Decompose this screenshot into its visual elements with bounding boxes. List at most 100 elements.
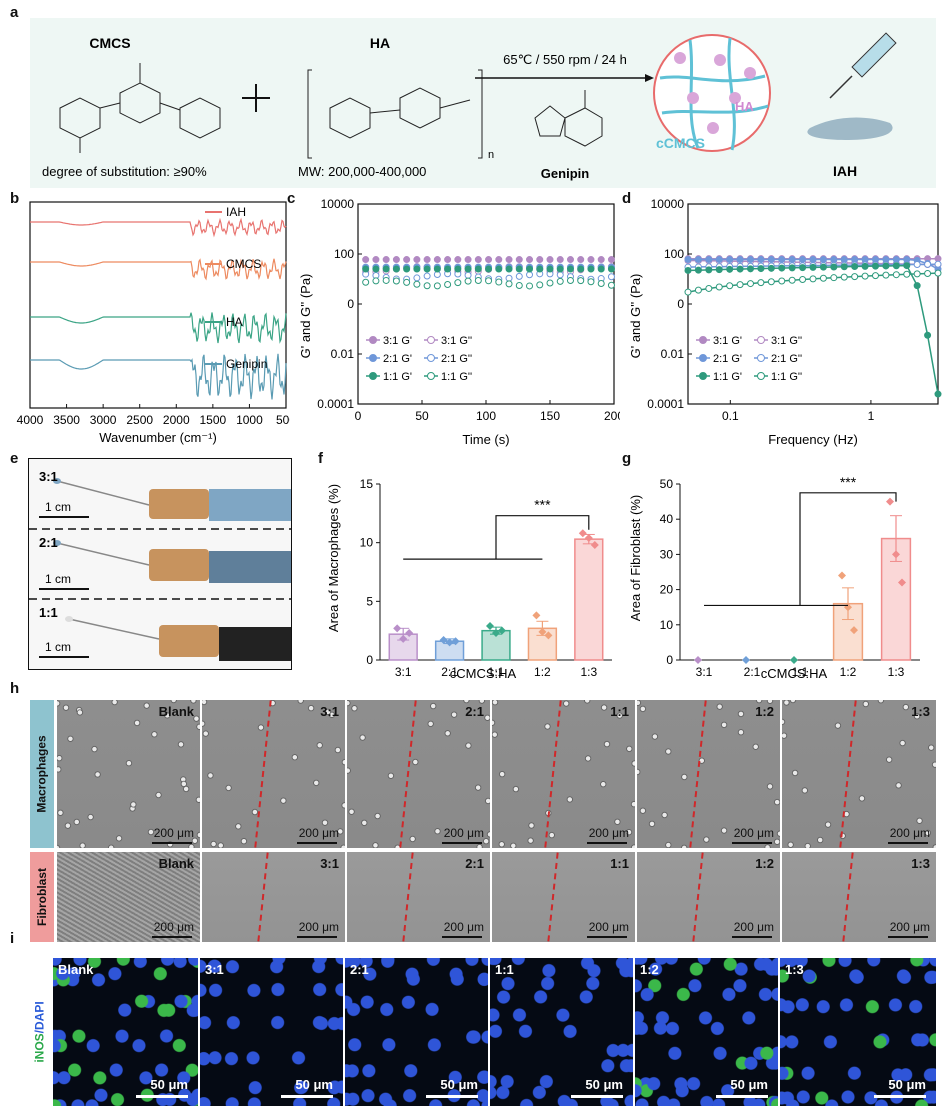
c-point — [536, 265, 544, 273]
h-scale-bar — [732, 936, 772, 938]
c-point — [403, 265, 411, 273]
c-point — [403, 256, 411, 264]
n-subscript: n — [488, 149, 494, 161]
legend-label: 3:1 G'' — [441, 335, 472, 347]
c-point — [464, 256, 472, 264]
panel-label-i: i — [10, 930, 15, 947]
legend-label: 1:1 G'' — [771, 371, 802, 383]
c-point — [566, 265, 574, 273]
mw-text: MW: 200,000-400,000 — [298, 164, 426, 179]
d-point — [830, 274, 838, 282]
ftir-legend-label: IAH — [226, 205, 246, 219]
data-point — [405, 629, 414, 638]
d-point — [778, 256, 786, 264]
ftir-chart: IAH CMCS HA Genipin 4000 3500 3000 2500 2000 150… — [17, 201, 290, 445]
i-scale-text: 50 μm — [295, 1077, 333, 1092]
h-scale-bar — [442, 936, 482, 938]
c-point — [566, 256, 574, 264]
d-point — [767, 264, 775, 272]
plus-icon — [242, 84, 270, 112]
ftir-legend-label: HA — [226, 315, 243, 329]
c-point — [372, 277, 380, 285]
c-point — [515, 272, 523, 280]
category-label: 1:2 — [534, 665, 551, 679]
c-x-tick-label: 200 — [604, 409, 620, 423]
c-point — [515, 265, 523, 273]
c-point — [485, 265, 493, 273]
d-point — [767, 278, 775, 286]
c-point — [382, 276, 390, 284]
d-point — [830, 263, 838, 271]
e-label-1: 3:1 — [39, 469, 58, 484]
fluorescence-image-2: 3:1 50 μm — [200, 958, 343, 1106]
c-point — [464, 271, 472, 279]
h-scale-text: 200 μm — [889, 920, 930, 934]
data-point — [892, 550, 900, 559]
panel-label-a: a — [10, 4, 19, 21]
d-point — [840, 256, 848, 264]
c-ticks: 0 50 100 150 200 0.0001 0.01 0 100 10000 — [317, 197, 620, 423]
syringe-icon — [807, 32, 897, 140]
y-tick-label: 10000 — [321, 197, 355, 211]
y-tick-label: 10000 — [651, 197, 685, 211]
h-scale-text: 200 μm — [443, 826, 484, 840]
data-point — [584, 533, 593, 542]
data-point — [445, 638, 454, 647]
legend-marker — [427, 354, 435, 362]
data-point — [393, 624, 402, 633]
d-x-tick-label: 1 — [868, 409, 875, 423]
scratch-boundary-line — [398, 700, 418, 848]
scheme-panel: CMCS degree of substitution: ≥90% HA n M… — [30, 18, 936, 188]
c-x-tick-label: 100 — [476, 409, 496, 423]
c-point — [587, 265, 595, 273]
c-point — [433, 256, 441, 264]
fluorescence-image-1: Blank 50 μm — [53, 958, 198, 1106]
d-point — [757, 279, 765, 287]
c-point — [577, 256, 585, 264]
ha-in-network-label: HA — [735, 99, 754, 114]
d-point — [809, 275, 817, 283]
d-point — [684, 256, 692, 264]
d-point — [726, 282, 734, 290]
c-point — [495, 256, 503, 264]
d-point — [934, 390, 942, 398]
d-point — [799, 256, 807, 264]
h-image-title: 1:1 — [610, 856, 629, 871]
c-point — [556, 271, 564, 279]
panel-label-g: g — [622, 450, 632, 467]
c-point — [362, 278, 370, 286]
i-scale-text: 50 μm — [150, 1077, 188, 1092]
d-point — [799, 276, 807, 284]
condition-text: 65℃ / 550 rpm / 24 h — [503, 52, 627, 67]
ftir-tick-label: 2500 — [126, 413, 153, 427]
d-ticks: 0.1 1 0.0001 0.01 0 100 10000 — [647, 197, 874, 423]
h-scale-bar — [297, 842, 337, 844]
y-tick-label: 15 — [360, 477, 374, 491]
scratch-boundary-line — [691, 852, 705, 942]
y-tick-label: 0.01 — [661, 347, 685, 361]
c-point — [505, 265, 513, 273]
c-point — [423, 282, 431, 290]
syringe-photo-1 — [53, 478, 291, 521]
c-point — [403, 278, 411, 286]
panel-label-f: f — [318, 450, 323, 467]
ftir-legend-label: Genipin — [226, 357, 267, 371]
c-point — [413, 280, 421, 288]
c-point — [372, 265, 380, 273]
d-point — [924, 331, 932, 339]
legend-label: 2:1 G' — [713, 353, 742, 365]
category-label: 1:1 — [488, 665, 505, 679]
h-image-title: 3:1 — [320, 704, 339, 719]
c-point — [454, 256, 462, 264]
c-point — [546, 265, 554, 273]
d-point — [747, 280, 754, 288]
legend-label: 2:1 G'' — [771, 353, 802, 365]
d-point — [788, 264, 796, 272]
d-point — [819, 256, 827, 264]
h-scale-bar — [152, 936, 192, 938]
d-point — [757, 256, 765, 264]
h-image-title: 1:3 — [911, 856, 930, 871]
c-point — [495, 278, 503, 286]
data-point — [742, 656, 750, 664]
i-image-title: 1:2 — [640, 962, 659, 977]
